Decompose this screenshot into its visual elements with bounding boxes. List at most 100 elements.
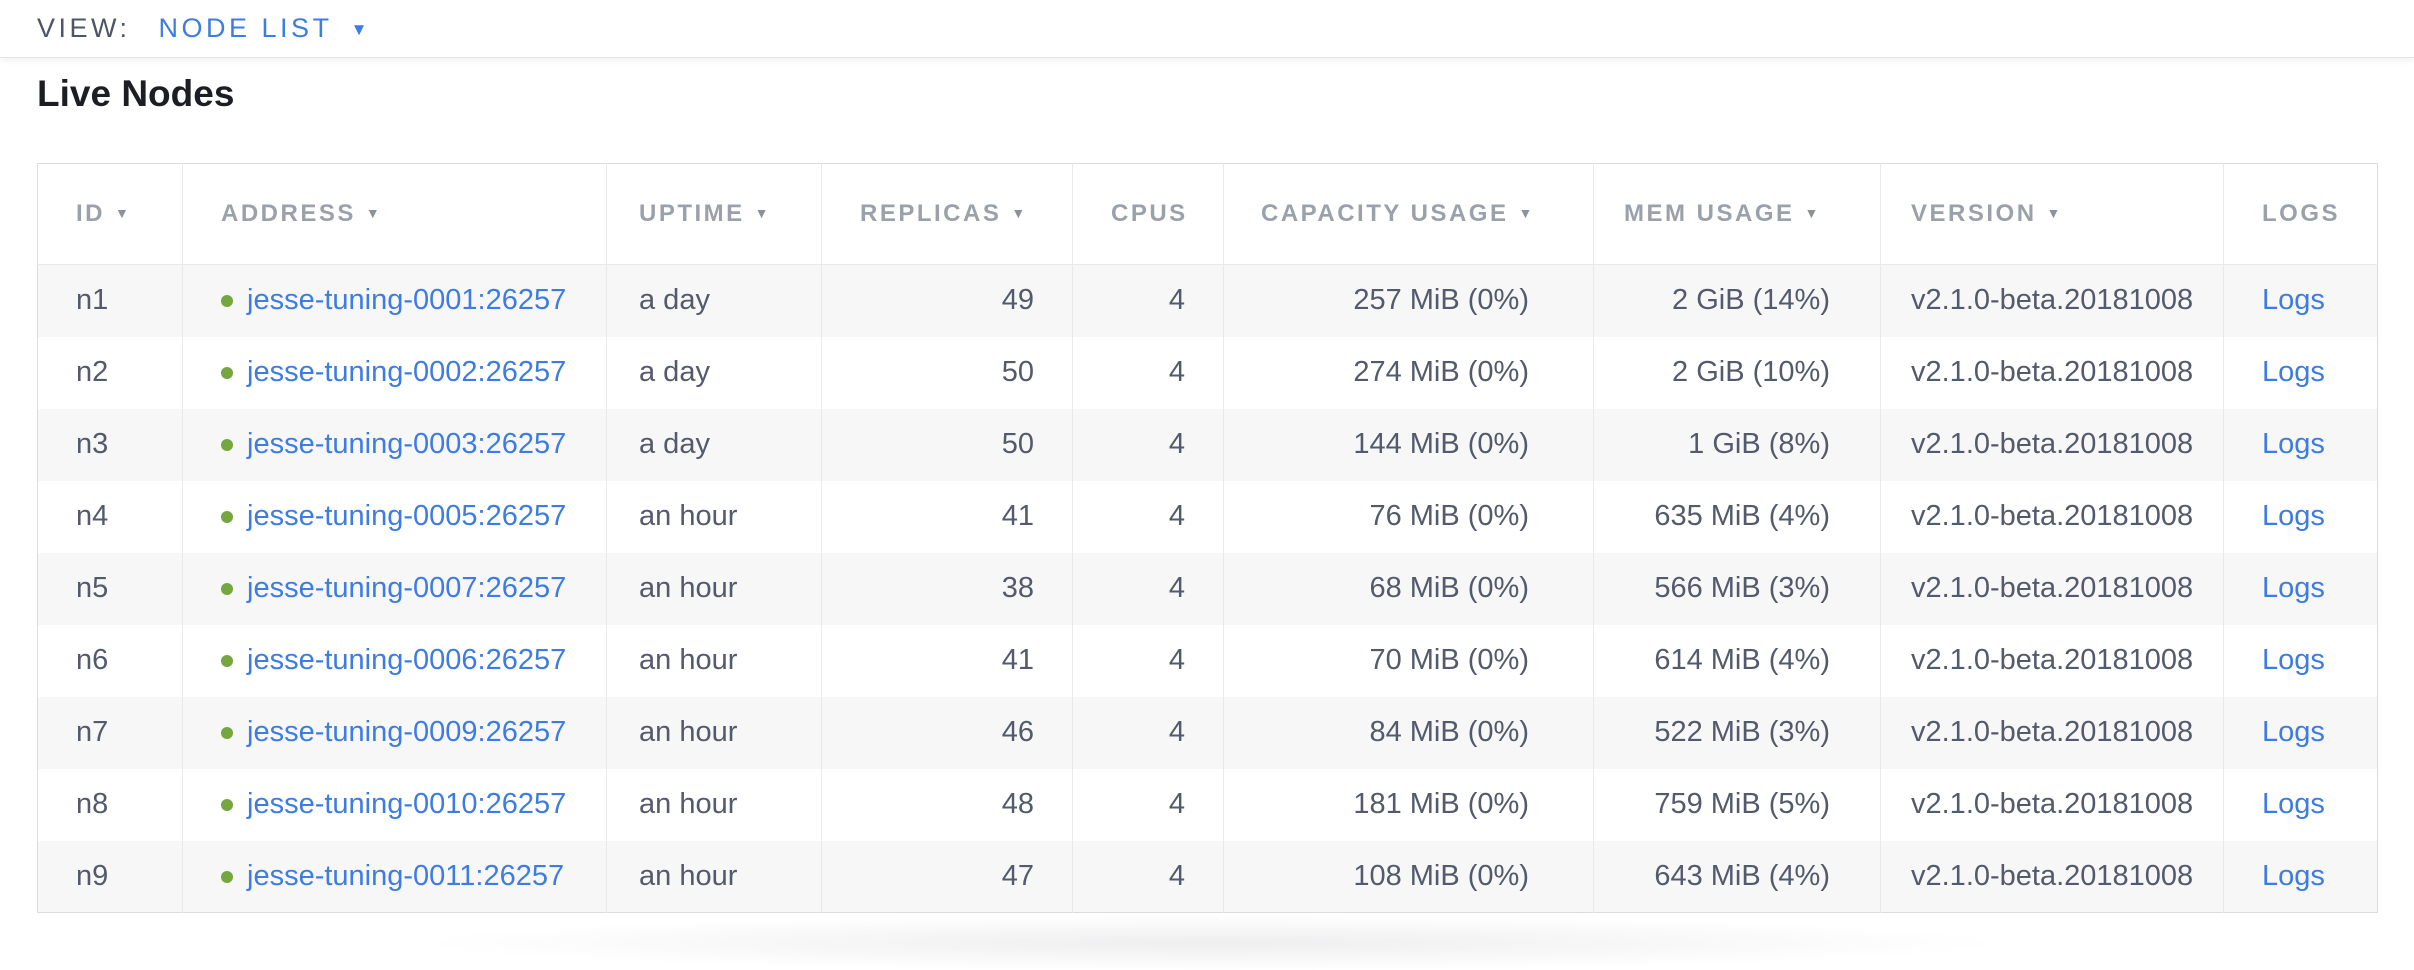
cell-version: v2.1.0-beta.20181008 <box>1880 552 2224 625</box>
table-header-row: ID ▼ ADDRESS ▼ UPTIME ▼ REPLICAS ▼ CPUS CAPACITY … <box>37 163 2378 265</box>
view-selector-value: NODE LIST <box>158 13 333 43</box>
column-header-address[interactable]: ADDRESS ▼ <box>182 163 607 265</box>
cell-replicas: 49 <box>821 264 1073 337</box>
cell-capacity: 257 MiB (0%) <box>1223 264 1594 337</box>
column-header-mem[interactable]: MEM USAGE ▼ <box>1593 163 1881 265</box>
node-address-link[interactable]: jesse-tuning-0001:26257 <box>247 284 567 317</box>
cell-address: jesse-tuning-0003:26257 <box>182 408 607 481</box>
node-live-status-icon <box>221 367 233 379</box>
node-live-status-icon <box>221 511 233 523</box>
view-selector-dropdown[interactable]: NODE LIST ▼ <box>159 13 371 44</box>
node-logs-link[interactable]: Logs <box>2262 284 2325 317</box>
cell-mem: 635 MiB (4%) <box>1593 480 1881 553</box>
cell-mem: 759 MiB (5%) <box>1593 768 1881 841</box>
column-header-version[interactable]: VERSION ▼ <box>1880 163 2224 265</box>
column-label: VERSION <box>1911 200 2037 227</box>
cell-cpus: 4 <box>1072 696 1224 769</box>
cell-address: jesse-tuning-0010:26257 <box>182 768 607 841</box>
node-address-link[interactable]: jesse-tuning-0009:26257 <box>247 716 567 748</box>
cell-logs: Logs <box>2224 409 2378 481</box>
cell-id: n3 <box>37 408 183 481</box>
caret-down-icon: ▼ <box>350 19 371 39</box>
node-row-n1: n1 jesse-tuning-0001:26257 a day 49 4 257 MiB… <box>37 264 2378 337</box>
cell-cpus: 4 <box>1072 264 1224 337</box>
node-address-link[interactable]: jesse-tuning-0006:26257 <box>247 644 567 676</box>
sort-caret-icon: ▼ <box>365 205 383 221</box>
cell-version: v2.1.0-beta.20181008 <box>1880 480 2224 553</box>
node-address-link[interactable]: jesse-tuning-0010:26257 <box>247 788 567 820</box>
cell-uptime: an hour <box>606 552 822 625</box>
cell-uptime: a day <box>606 408 822 481</box>
cell-mem: 522 MiB (3%) <box>1593 696 1881 769</box>
cell-replicas: 41 <box>821 624 1073 697</box>
cell-capacity: 70 MiB (0%) <box>1223 624 1594 697</box>
sort-caret-icon: ▼ <box>1011 205 1028 221</box>
node-live-status-icon <box>221 799 233 811</box>
node-logs-link[interactable]: Logs <box>2262 356 2325 388</box>
cell-uptime: a day <box>606 264 822 337</box>
cell-mem: 2 GiB (14%) <box>1593 264 1881 337</box>
live-nodes-page: VIEW: NODE LIST ▼ Live Nodes ID ▼ ADDRESS ▼… <box>0 13 2414 970</box>
cell-cpus: 4 <box>1072 624 1224 697</box>
column-header-capacity[interactable]: CAPACITY USAGE ▼ <box>1223 163 1594 265</box>
live-nodes-table: ID ▼ ADDRESS ▼ UPTIME ▼ REPLICAS ▼ CPUS CAPACITY … <box>37 163 2378 913</box>
cell-uptime: an hour <box>606 696 822 769</box>
cell-replicas: 50 <box>821 336 1073 409</box>
cell-version: v2.1.0-beta.20181008 <box>1880 840 2224 913</box>
column-label: ADDRESS <box>221 200 356 227</box>
node-logs-link[interactable]: Logs <box>2262 572 2325 604</box>
node-logs-link[interactable]: Logs <box>2262 500 2325 532</box>
cell-logs: Logs <box>2224 841 2378 913</box>
cell-cpus: 4 <box>1072 336 1224 409</box>
node-logs-link[interactable]: Logs <box>2262 859 2325 892</box>
bottom-scroll-shadow <box>430 916 1990 970</box>
cell-address: jesse-tuning-0001:26257 <box>182 264 607 337</box>
node-address-link[interactable]: jesse-tuning-0011:26257 <box>247 859 565 892</box>
column-header-logs: LOGS <box>2223 163 2378 265</box>
node-logs-link[interactable]: Logs <box>2262 716 2325 748</box>
cell-logs: Logs <box>2224 697 2378 769</box>
column-label: CPUS <box>1111 200 1188 227</box>
node-live-status-icon <box>221 439 233 451</box>
cell-id: n6 <box>37 624 183 697</box>
column-label: REPLICAS <box>860 200 1002 227</box>
cell-version: v2.1.0-beta.20181008 <box>1880 264 2224 337</box>
cell-version: v2.1.0-beta.20181008 <box>1880 408 2224 481</box>
column-header-uptime[interactable]: UPTIME ▼ <box>606 163 822 265</box>
cell-address: jesse-tuning-0007:26257 <box>182 552 607 625</box>
cell-version: v2.1.0-beta.20181008 <box>1880 624 2224 697</box>
view-label: VIEW: <box>37 13 131 43</box>
cell-uptime: an hour <box>606 768 822 841</box>
cell-id: n4 <box>37 480 183 553</box>
node-row-n5: n5 jesse-tuning-0007:26257 an hour 38 4 68 Mi… <box>37 552 2378 625</box>
node-address-link[interactable]: jesse-tuning-0003:26257 <box>247 428 567 460</box>
column-header-replicas[interactable]: REPLICAS ▼ <box>821 163 1073 265</box>
node-address-link[interactable]: jesse-tuning-0005:26257 <box>247 500 567 532</box>
cell-capacity: 76 MiB (0%) <box>1223 480 1594 553</box>
cell-uptime: an hour <box>606 840 822 913</box>
cell-replicas: 50 <box>821 408 1073 481</box>
node-row-n6: n6 jesse-tuning-0006:26257 an hour 41 4 70 Mi… <box>37 624 2378 697</box>
cell-version: v2.1.0-beta.20181008 <box>1880 768 2224 841</box>
column-label: UPTIME <box>639 200 745 227</box>
column-label: ID <box>76 200 105 227</box>
node-live-status-icon <box>221 727 233 739</box>
node-logs-link[interactable]: Logs <box>2262 644 2325 676</box>
cell-version: v2.1.0-beta.20181008 <box>1880 336 2224 409</box>
cell-address: jesse-tuning-0009:26257 <box>182 696 607 769</box>
column-label: LOGS <box>2262 200 2341 227</box>
node-address-link[interactable]: jesse-tuning-0007:26257 <box>247 572 567 604</box>
node-address-link[interactable]: jesse-tuning-0002:26257 <box>247 356 567 388</box>
node-live-status-icon <box>221 655 233 667</box>
node-row-n2: n2 jesse-tuning-0002:26257 a day 50 4 274 MiB… <box>37 336 2378 409</box>
cell-id: n9 <box>37 840 183 913</box>
column-header-id[interactable]: ID ▼ <box>37 163 183 265</box>
cell-logs: Logs <box>2224 553 2378 625</box>
sort-caret-icon: ▼ <box>2046 205 2063 221</box>
node-row-n7: n7 jesse-tuning-0009:26257 an hour 46 4 84 Mi… <box>37 696 2378 769</box>
cell-replicas: 41 <box>821 480 1073 553</box>
cell-mem: 1 GiB (8%) <box>1593 408 1881 481</box>
cell-logs: Logs <box>2224 625 2378 697</box>
node-logs-link[interactable]: Logs <box>2262 788 2325 820</box>
node-logs-link[interactable]: Logs <box>2262 428 2325 460</box>
